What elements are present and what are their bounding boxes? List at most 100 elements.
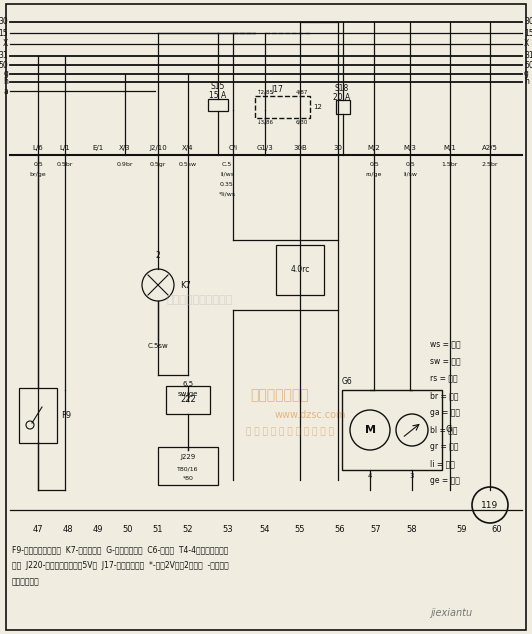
Text: L/6: L/6 [32,145,44,151]
Text: sw = 黑色: sw = 黑色 [430,357,461,366]
Text: 1.5br: 1.5br [442,162,458,167]
Text: 49: 49 [93,525,103,534]
Text: 30: 30 [334,145,343,151]
Text: 0.5: 0.5 [369,162,379,167]
Bar [342,390,442,470]
Text: G1/3: G1/3 [256,145,273,151]
Text: 6/30: 6/30 [296,119,308,124]
Text: 2.5br: 2.5br [482,162,498,167]
Text: www.dzsc.com: www.dzsc.com [275,410,346,420]
Text: E/1: E/1 [93,145,104,151]
Text: br = 棕色: br = 棕色 [430,391,459,400]
Text: bl = 蓝色: bl = 蓝色 [430,425,458,434]
Text: 0.35: 0.35 [220,182,234,187]
Text: 31: 31 [524,51,532,60]
Text: 0.5: 0.5 [33,162,43,167]
Bar [276,245,324,295]
Text: 58: 58 [406,525,417,534]
Text: T80/16: T80/16 [177,467,199,472]
Text: br/ge: br/ge [30,172,46,177]
Text: 48: 48 [63,525,73,534]
Text: ↑2/85: ↑2/85 [257,90,274,95]
Text: 4/87: 4/87 [296,90,308,95]
Text: 0.5br: 0.5br [57,162,73,167]
Text: X: X [3,39,8,48]
Text: ge = 黄色: ge = 黄色 [430,476,460,485]
Text: 6.5: 6.5 [182,381,194,387]
Text: 0.9br: 0.9br [117,162,133,167]
Text: *li/ws: *li/ws [219,192,236,197]
Text: jiexiantu: jiexiantu [430,608,472,618]
Text: a: a [3,86,8,96]
Text: 2: 2 [156,251,160,260]
Text: 59: 59 [457,525,467,534]
Text: 50: 50 [123,525,133,534]
Text: J2/10: J2/10 [149,145,167,151]
Text: *80: *80 [182,477,194,481]
Text: M: M [364,425,376,435]
Text: sw/ge: sw/ge [178,391,198,397]
Text: 0.5gr: 0.5gr [150,162,166,167]
Text: K7: K7 [180,280,191,290]
Text: h: h [524,77,529,86]
Text: 3: 3 [410,473,414,479]
Text: G: G [446,425,453,434]
Text: 0.5: 0.5 [405,162,415,167]
Text: 球 最 大 的 电 子 元 器 件 网 站: 球 最 大 的 电 子 元 器 件 网 站 [246,427,334,436]
Text: 47: 47 [32,525,43,534]
Text: L/1: L/1 [60,145,70,151]
Text: 50: 50 [0,60,8,70]
Text: 57: 57 [371,525,381,534]
Text: 53: 53 [223,525,234,534]
Text: li/ws: li/ws [220,172,234,177]
Text: 52: 52 [183,525,193,534]
Text: 筱上  J220-发动机电控单元（5V）  J17-燃油泵继电器  *-用于2V电射2发动机  -接地点，: 筱上 J220-发动机电控单元（5V） J17-燃油泵继电器 *-用于2V电射2… [12,561,229,570]
Text: rs = 红色: rs = 红色 [430,374,458,383]
Text: ro/ge: ro/ge [366,172,382,177]
Text: ws = 白色: ws = 白色 [430,340,461,349]
Text: 56: 56 [335,525,345,534]
Text: C.5: C.5 [222,162,232,167]
Text: ↓3/86: ↓3/86 [257,119,274,124]
Text: 222: 222 [180,396,196,404]
Text: 12: 12 [313,104,322,110]
Bar [158,447,218,485]
Text: ga = 绿色: ga = 绿色 [430,408,460,417]
Text: 4: 4 [368,473,372,479]
Text: 15: 15 [0,29,8,37]
Text: C/i: C/i [228,145,238,151]
Text: X/3: X/3 [119,145,131,151]
Text: gr = 灰色: gr = 灰色 [430,442,459,451]
Text: G6: G6 [342,377,353,386]
Bar [208,99,228,111]
Text: 60: 60 [492,525,502,534]
Text: J229: J229 [180,454,196,460]
Text: S15: S15 [211,82,225,91]
Text: 4.0rc: 4.0rc [290,266,310,275]
Text: S18: S18 [335,84,349,93]
Text: 15: 15 [524,29,532,37]
Text: J17: J17 [271,85,284,94]
Text: 0.5sw: 0.5sw [179,162,197,167]
Text: 30: 30 [0,18,8,27]
Text: 51: 51 [153,525,163,534]
Text: 30B: 30B [293,145,307,151]
Text: X/4: X/4 [182,145,194,151]
Text: 20 A: 20 A [334,93,351,102]
Text: 50: 50 [524,60,532,70]
Text: h: h [3,77,8,86]
Bar [255,96,310,118]
Text: M/3: M/3 [404,145,417,151]
Bar [166,386,210,414]
Text: M/2: M/2 [368,145,380,151]
Text: li/sw: li/sw [403,172,417,177]
Text: 31: 31 [0,51,8,60]
Text: g: g [524,70,529,79]
Text: 前大灯线束内: 前大灯线束内 [12,577,40,586]
Text: M/1: M/1 [444,145,456,151]
Bar [19,388,57,443]
Text: C.5sw: C.5sw [147,343,168,349]
Text: X: X [524,39,529,48]
Text: 15 A: 15 A [210,91,227,100]
Text: 119: 119 [481,500,498,510]
